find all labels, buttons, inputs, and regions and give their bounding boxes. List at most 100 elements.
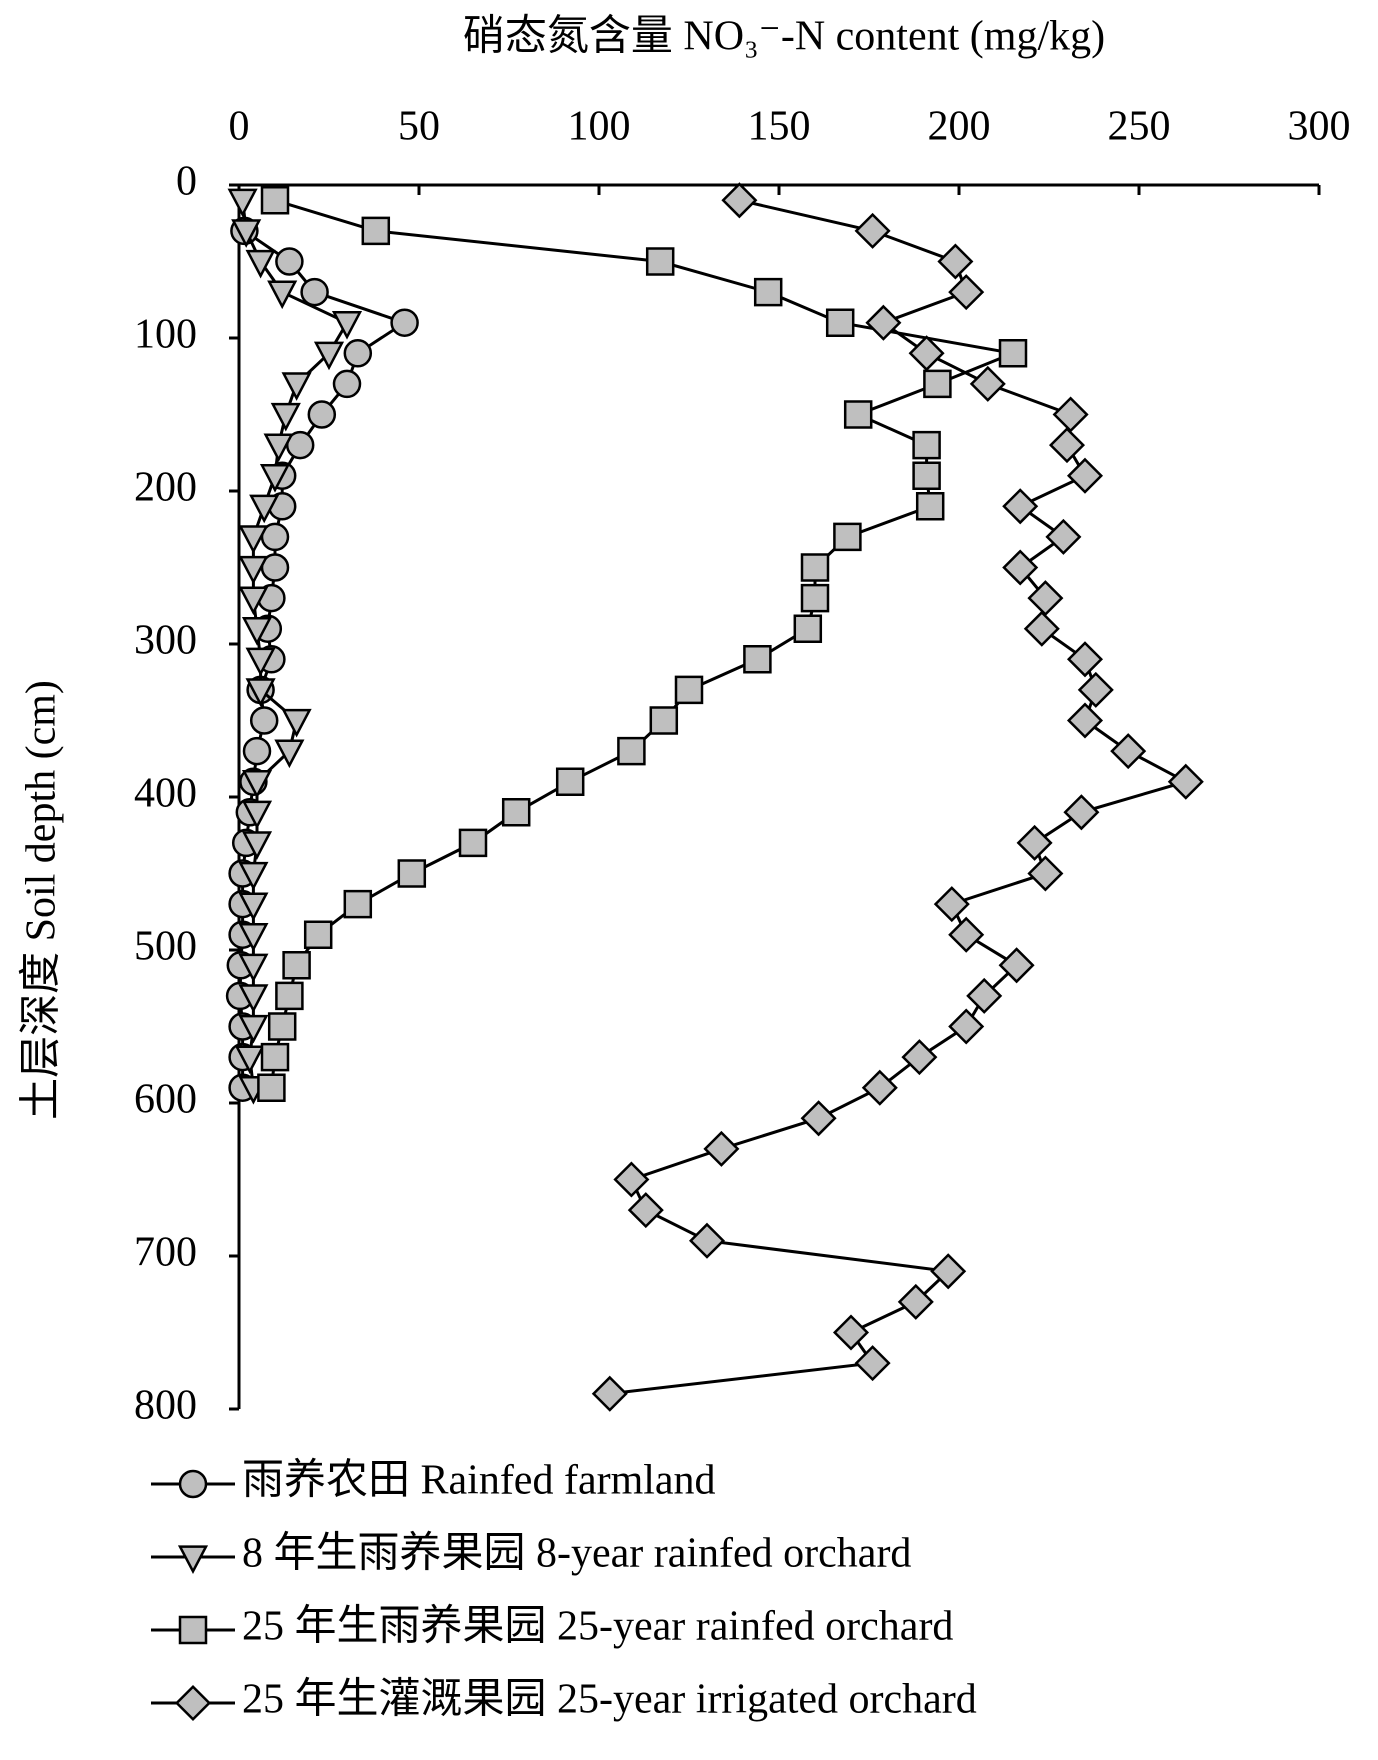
marker (674, 675, 704, 705)
marker (645, 247, 675, 276)
marker (854, 1345, 891, 1382)
legend-marker (178, 1469, 208, 1499)
marker (1066, 457, 1104, 494)
marker (627, 1192, 664, 1229)
marker (238, 525, 269, 554)
marker (234, 1045, 265, 1075)
marker (1016, 824, 1053, 861)
marker (912, 461, 941, 490)
marker (241, 617, 273, 646)
legend-label: 25 年生雨养果园 25-year rainfed orchard (242, 1603, 953, 1650)
marker (238, 892, 269, 922)
y-tick-label: 800 (134, 1383, 197, 1429)
marker (861, 1069, 898, 1106)
marker (897, 1283, 934, 1320)
marker (800, 553, 830, 582)
marker (998, 339, 1028, 368)
legend-label: 25 年生灌溉果园 25-year irrigated orchard (242, 1676, 977, 1723)
marker (800, 1100, 837, 1137)
marker (617, 736, 646, 766)
marker (241, 800, 273, 830)
marker (231, 219, 262, 248)
marker (241, 831, 273, 860)
y-axis-title: 土层深度 Soil depth (cm) (19, 680, 65, 1120)
x-tick-label: 50 (398, 104, 440, 150)
marker (245, 678, 276, 707)
marker (1066, 641, 1104, 678)
marker (259, 464, 291, 493)
marker (458, 828, 488, 858)
legend-marker (178, 1615, 208, 1645)
marker (843, 400, 873, 429)
y-tick-label: 100 (134, 312, 197, 358)
marker (1063, 794, 1100, 831)
x-tick-label: 300 (1288, 104, 1351, 150)
marker (249, 494, 280, 524)
marker (555, 767, 585, 796)
y-tick-label: 600 (134, 1077, 197, 1123)
marker (1027, 580, 1064, 617)
marker (260, 1042, 290, 1072)
marker (281, 372, 312, 401)
marker (998, 947, 1035, 984)
marker (238, 953, 269, 983)
marker (238, 923, 269, 952)
marker (854, 212, 891, 249)
marker (743, 645, 772, 674)
marker (933, 886, 970, 923)
marker (948, 274, 985, 311)
marker (832, 1314, 870, 1351)
marker (249, 706, 279, 735)
y-tick-label: 300 (134, 618, 197, 664)
marker (238, 861, 269, 891)
marker (332, 369, 362, 399)
marker (397, 859, 427, 888)
marker (703, 1130, 740, 1167)
marker (501, 798, 531, 827)
marker (238, 586, 269, 616)
y-tick-label: 700 (134, 1230, 197, 1276)
marker (257, 1073, 286, 1102)
marker (613, 1161, 650, 1198)
marker (833, 522, 862, 552)
series-line (269, 198, 1019, 1088)
marker (275, 981, 304, 1011)
marker (825, 308, 855, 337)
marker (242, 736, 272, 766)
marker (1027, 855, 1064, 892)
marker (1066, 702, 1104, 739)
marker (390, 308, 419, 337)
marker (1048, 427, 1086, 464)
marker (1045, 518, 1082, 555)
x-tick-label: 100 (568, 104, 631, 150)
marker (969, 365, 1006, 402)
marker (238, 984, 269, 1013)
marker (275, 247, 304, 276)
marker (1052, 396, 1089, 433)
marker (245, 647, 276, 677)
marker (800, 583, 830, 613)
marker (238, 1014, 269, 1044)
marker (282, 951, 311, 980)
marker (930, 1253, 967, 1290)
marker (1077, 671, 1114, 708)
marker (238, 555, 269, 585)
marker (948, 916, 985, 953)
y-tick-label: 0 (176, 159, 197, 205)
marker (303, 920, 333, 949)
marker (260, 186, 290, 215)
series-line (609, 198, 1190, 1396)
marker (1002, 488, 1039, 525)
marker (915, 492, 945, 521)
marker (966, 977, 1003, 1014)
legend-label: 雨养农田 Rainfed farmland (242, 1457, 716, 1504)
x-tick-label: 150 (748, 104, 811, 150)
marker (1002, 549, 1039, 586)
marker (270, 402, 301, 432)
legend-marker (174, 1684, 212, 1722)
marker (908, 335, 945, 372)
marker (307, 400, 337, 429)
marker (227, 188, 258, 218)
marker (343, 889, 373, 919)
